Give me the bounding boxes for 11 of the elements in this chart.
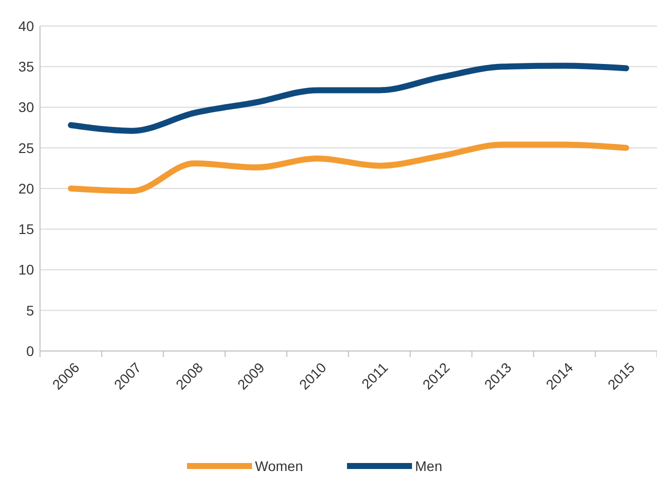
legend-label: Women <box>255 458 303 474</box>
y-tick-label: 35 <box>18 58 34 75</box>
y-tick-label: 30 <box>18 99 34 116</box>
legend-label: Men <box>415 458 442 474</box>
y-tick-label: 40 <box>18 18 34 34</box>
y-tick-label: 20 <box>18 180 34 196</box>
y-tick-label: 0 <box>26 342 34 359</box>
y-tick-label: 10 <box>18 262 34 278</box>
y-tick-label: 5 <box>26 302 34 318</box>
y-tick-label: 25 <box>18 140 34 156</box>
y-tick-label: 15 <box>18 221 34 238</box>
